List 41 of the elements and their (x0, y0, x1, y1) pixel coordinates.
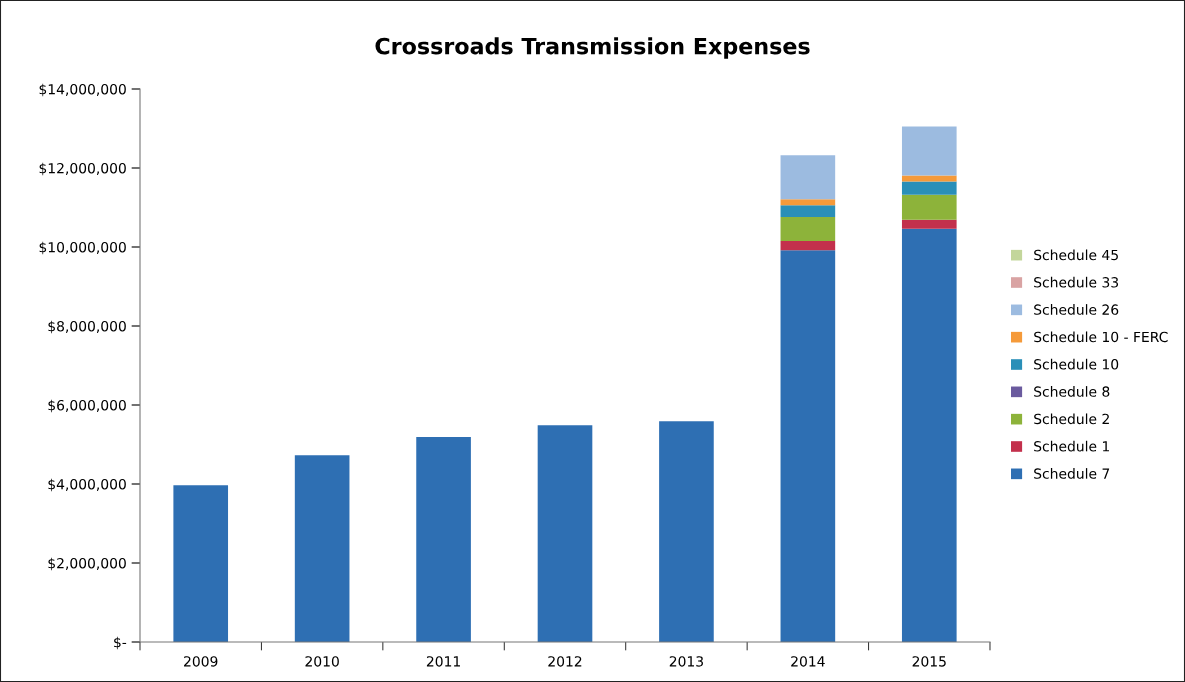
bar (780, 250, 836, 642)
y-tick-label: $8,000,000 (48, 320, 126, 334)
bar (901, 181, 957, 195)
x-tick-label: 2009 (184, 656, 218, 667)
bar (780, 205, 836, 217)
legend-label: Schedule 1 (1034, 440, 1110, 452)
bar (901, 126, 957, 176)
bar (294, 455, 350, 642)
bar (901, 219, 957, 229)
x-tick-label: 2015 (912, 656, 946, 667)
y-tick-label: $- (114, 636, 127, 650)
legend-label: Schedule 2 (1034, 413, 1109, 425)
legend-label: Schedule 33 (1034, 276, 1119, 288)
legend-label: Schedule 45 (1034, 249, 1118, 261)
legend-label: Schedule 10 - FERC (1034, 331, 1168, 343)
x-tick-label: 2012 (548, 656, 582, 667)
y-tick-label: $4,000,000 (48, 478, 126, 492)
chart-title: Crossroads Transmission Expenses (375, 37, 810, 59)
y-tick-label: $12,000,000 (39, 162, 126, 176)
bar (780, 199, 836, 206)
bar (901, 228, 957, 642)
bar (659, 421, 714, 642)
y-tick-label: $6,000,000 (48, 399, 126, 413)
legend-label: Schedule 10 (1034, 358, 1119, 370)
legend-label: Schedule 8 (1034, 386, 1110, 397)
bar (780, 241, 836, 251)
bar (537, 425, 593, 642)
x-tick-label: 2014 (791, 656, 825, 667)
bar (173, 485, 229, 642)
y-tick-label: $2,000,000 (48, 557, 126, 571)
bar (416, 436, 471, 642)
x-tick-label: 2010 (305, 656, 339, 667)
y-tick-label: $10,000,000 (39, 241, 126, 255)
bar (901, 194, 957, 220)
legend-label: Schedule 7 (1034, 468, 1110, 479)
y-tick-label: $14,000,000 (39, 83, 126, 97)
legend-label: Schedule 26 (1034, 304, 1119, 315)
x-tick-label: 2011 (426, 656, 460, 667)
bar (780, 216, 836, 242)
x-tick-label: 2013 (669, 656, 703, 667)
bar (780, 155, 836, 200)
